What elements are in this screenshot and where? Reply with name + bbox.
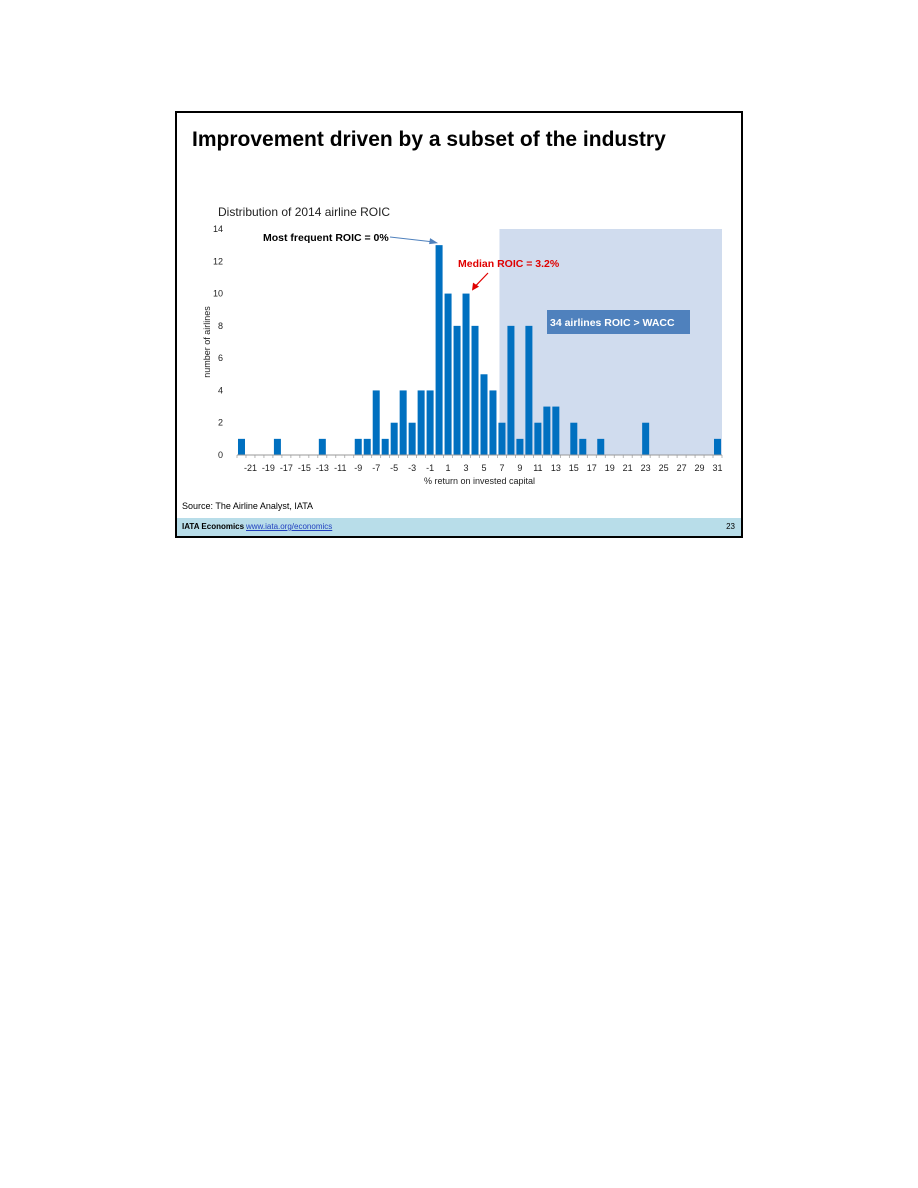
x-tick-label: 1: [446, 463, 451, 473]
x-tick-label: 17: [587, 463, 597, 473]
bar: [381, 438, 389, 455]
most-frequent-annotation: Most frequent ROIC = 0%: [263, 232, 389, 244]
x-tick-label: -9: [354, 463, 362, 473]
wacc-callout-box: [547, 310, 690, 334]
x-tick-label: 23: [641, 463, 651, 473]
slide-title: Improvement driven by a subset of the in…: [192, 128, 666, 151]
x-tick-label: -21: [244, 463, 257, 473]
most-frequent-arrowhead: [429, 238, 439, 245]
chart-title: Distribution of 2014 airline ROIC: [218, 205, 390, 219]
roic-above-wacc-region: [499, 229, 722, 455]
y-axis-label: number of airlines: [202, 306, 212, 378]
footer-link[interactable]: www.iata.org/economics: [246, 522, 333, 531]
y-tick-label: 14: [213, 224, 223, 234]
bar: [597, 438, 605, 455]
bar: [354, 438, 362, 455]
bar: [642, 422, 650, 455]
bar: [444, 293, 452, 455]
bar: [516, 438, 524, 455]
y-tick-label: 10: [213, 289, 223, 299]
y-tick-label: 6: [218, 353, 223, 363]
y-tick-label: 4: [218, 385, 223, 395]
x-tick-label: 25: [659, 463, 669, 473]
x-tick-label: 13: [551, 463, 561, 473]
bar: [489, 390, 497, 455]
bar: [579, 438, 587, 455]
x-tick-label: -15: [298, 463, 311, 473]
x-tick-label: -7: [372, 463, 380, 473]
y-tick-label: 12: [213, 256, 223, 266]
bar: [498, 422, 506, 455]
x-tick-label: 15: [569, 463, 579, 473]
bar: [534, 422, 542, 455]
x-tick-label: -3: [408, 463, 416, 473]
bar: [552, 406, 560, 455]
most-frequent-arrow: [389, 236, 436, 243]
bar: [372, 390, 380, 455]
bar: [417, 390, 425, 455]
x-tick-label: 27: [677, 463, 687, 473]
bar: [390, 422, 398, 455]
bar: [480, 374, 488, 455]
bar: [408, 422, 416, 455]
x-tick-label: -19: [262, 463, 275, 473]
bar: [471, 325, 479, 455]
median-arrowhead: [472, 282, 480, 291]
x-tick-label: 11: [533, 463, 542, 473]
x-tick-label: 21: [623, 463, 633, 473]
footer-org: IATA Economics: [182, 522, 245, 531]
x-tick-label: -11: [334, 463, 346, 473]
bar: [399, 390, 407, 455]
bar: [525, 325, 533, 455]
bar: [426, 390, 434, 455]
bar: [363, 438, 371, 455]
x-tick-label: 5: [481, 463, 486, 473]
x-axis-label: % return on invested capital: [424, 476, 535, 486]
x-tick-label: 3: [464, 463, 469, 473]
x-tick-label: 29: [695, 463, 705, 473]
bar: [507, 325, 515, 455]
slide: Improvement driven by a subset of the in…: [175, 111, 743, 538]
source-note: Source: The Airline Analyst, IATA: [182, 501, 314, 511]
x-tick-label: 31: [713, 463, 723, 473]
x-tick-label: 19: [605, 463, 615, 473]
x-tick-label: 9: [517, 463, 522, 473]
footer-bar: IATA Economics www.iata.org/economics 23: [177, 518, 741, 536]
bar: [543, 406, 551, 455]
bar: [453, 325, 461, 455]
y-tick-label: 0: [218, 450, 223, 460]
x-tick-label: 7: [499, 463, 504, 473]
median-annotation: Median ROIC = 3.2%: [458, 258, 560, 270]
x-tick-label: -5: [390, 463, 398, 473]
bar: [318, 438, 326, 455]
y-tick-label: 2: [218, 418, 223, 428]
bar: [273, 438, 281, 455]
bar: [237, 438, 245, 455]
bar: [435, 245, 443, 455]
bar: [462, 293, 470, 455]
x-tick-label: -17: [280, 463, 293, 473]
y-tick-label: 8: [218, 321, 223, 331]
roic-distribution-chart: Distribution of 2014 airline ROIC 0 2 4 6 8 10…: [202, 205, 723, 486]
wacc-callout-label: 34 airlines ROIC > WACC: [550, 317, 675, 329]
bar: [714, 438, 722, 455]
x-tick-label: -1: [426, 463, 434, 473]
x-tick-label: -13: [316, 463, 329, 473]
page-number: 23: [726, 522, 735, 531]
bar: [570, 422, 578, 455]
